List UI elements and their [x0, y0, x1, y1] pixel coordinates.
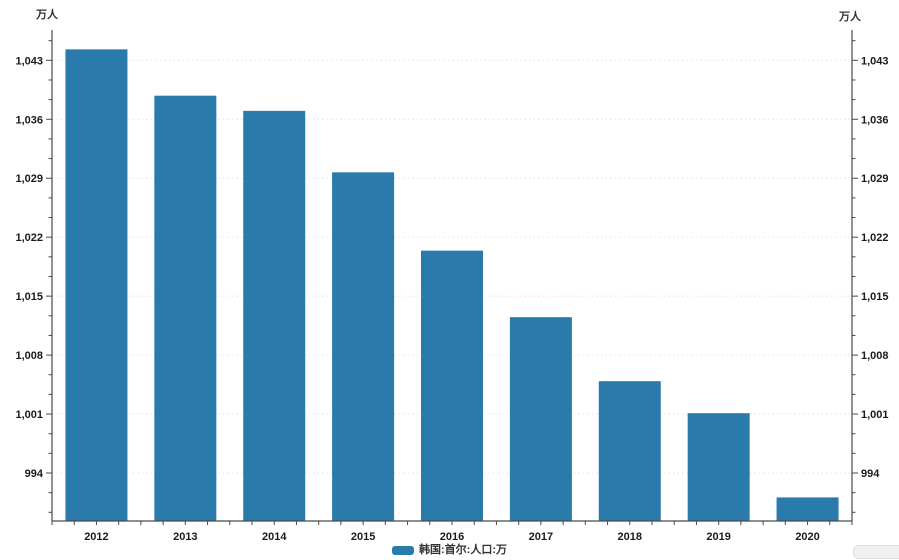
x-tick-label: 2019 [706, 531, 730, 543]
x-tick-label: 2013 [173, 531, 197, 543]
y-tick-label-left: 1,029 [15, 173, 43, 185]
x-tick-label: 2012 [84, 531, 108, 543]
bar-2019[interactable] [687, 413, 750, 521]
legend-swatch [392, 545, 414, 555]
y-tick-label-right: 1,043 [861, 55, 889, 67]
legend-label: 韩国:首尔:人口:万 [419, 544, 507, 556]
y-axis-unit-left: 万人 [36, 9, 58, 21]
bar-2017[interactable] [509, 317, 572, 521]
y-tick-label-right: 1,022 [861, 232, 889, 244]
bar-2020[interactable] [776, 497, 839, 521]
x-tick-label: 2017 [529, 531, 553, 543]
y-tick-label-right: 1,036 [861, 114, 889, 126]
y-tick-label-right: 1,008 [861, 350, 889, 362]
y-tick-label-right: 1,029 [861, 173, 889, 185]
y-tick-label-left: 1,022 [15, 232, 43, 244]
y-tick-label-left: 1,001 [15, 409, 43, 421]
bar-2015[interactable] [332, 172, 395, 521]
y-axis-unit-right: 万人 [839, 11, 861, 23]
bar-2013[interactable] [154, 95, 217, 521]
bar-2018[interactable] [598, 381, 661, 521]
x-tick-label: 2018 [618, 531, 642, 543]
bar-2016[interactable] [421, 250, 483, 522]
y-tick-label-right: 1,001 [861, 409, 889, 421]
x-tick-label: 2016 [440, 531, 464, 543]
y-tick-label-left: 1,043 [15, 55, 43, 67]
legend[interactable]: 韩国:首尔:人口:万 [0, 543, 899, 557]
y-tick-label-left: 1,015 [15, 291, 43, 303]
y-tick-label-left: 1,036 [15, 114, 43, 126]
y-tick-label-right: 994 [861, 468, 880, 480]
y-tick-label-left: 1,008 [15, 350, 43, 362]
y-tick-label-left: 994 [25, 468, 44, 480]
x-tick-label: 2014 [262, 531, 287, 543]
x-tick-label: 2020 [795, 531, 819, 543]
bar-2012[interactable] [65, 49, 128, 522]
x-tick-label: 2015 [351, 531, 375, 543]
corner-widget[interactable] [853, 545, 899, 559]
y-tick-label-right: 1,015 [861, 291, 889, 303]
bar-2014[interactable] [243, 110, 306, 521]
